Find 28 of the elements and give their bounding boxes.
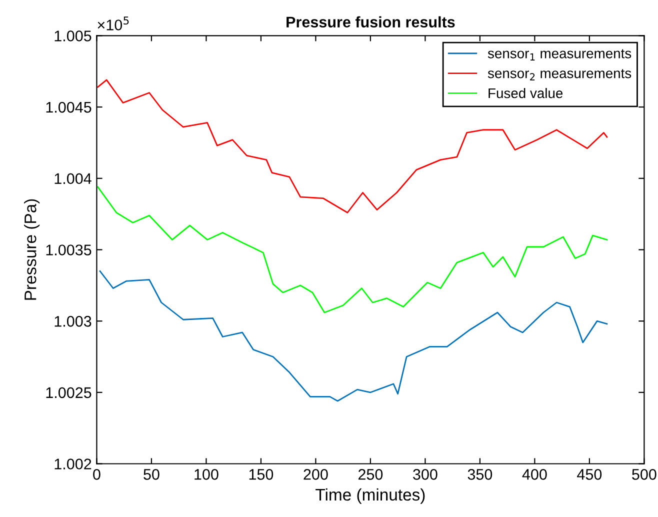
x-tick-label: 100 bbox=[194, 469, 218, 480]
x-tick-label: 500 bbox=[632, 469, 656, 480]
line-series bbox=[97, 79, 608, 214]
y-tick-label: 1.005 bbox=[54, 30, 92, 42]
line-series bbox=[97, 186, 608, 314]
legend-label: sensor$_{1}$ measurements bbox=[488, 49, 632, 60]
y-tick-label: 1.0045 bbox=[46, 102, 92, 113]
y-tick-label: 1.003 bbox=[54, 316, 92, 327]
x-tick-label: 350 bbox=[468, 469, 492, 480]
y-tick-label: 1.002 bbox=[54, 458, 92, 470]
x-tick-label: 400 bbox=[522, 469, 547, 480]
y-tick-label: 1.0035 bbox=[46, 244, 92, 256]
text: ×10$^{5}$ bbox=[98, 16, 129, 30]
legend-label: sensor$_{2}$ measurements bbox=[488, 69, 632, 80]
x-tick-label: 50 bbox=[144, 469, 160, 480]
y-tick-label: 1.004 bbox=[54, 173, 92, 184]
x-tick-label: 0 bbox=[93, 469, 100, 480]
x-tick-label: 250 bbox=[358, 469, 383, 480]
x-tick-label: 150 bbox=[249, 469, 274, 480]
y-tick-label: 1.0025 bbox=[46, 387, 92, 398]
x-tick-label: 200 bbox=[304, 469, 328, 480]
y-axis-title: Pressure (Pa) bbox=[24, 199, 40, 300]
chart-title: Pressure fusion results bbox=[286, 16, 455, 28]
x-tick-label: 450 bbox=[577, 469, 602, 480]
legend-label: Fused value bbox=[488, 88, 563, 98]
x-tick-label: 300 bbox=[413, 469, 438, 480]
line-series bbox=[99, 270, 608, 402]
x-axis-title: Time (minutes) bbox=[316, 488, 425, 504]
